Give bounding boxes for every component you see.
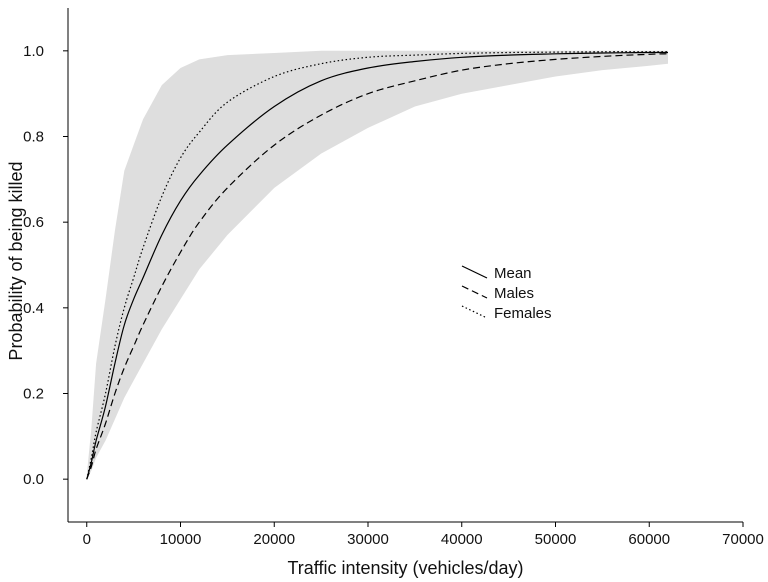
y-tick-label: 1.0 (23, 43, 44, 60)
legend: Mean Males Females (461, 265, 552, 322)
axes-layer: 0 10000 20000 30000 40000 50000 60000 70000 0.0 0… (23, 8, 764, 548)
legend-swatch-males (461, 285, 488, 299)
confidence-band (86, 50, 669, 480)
x-tick-label: 50000 (535, 531, 577, 548)
legend-label-females: Females (494, 305, 552, 322)
y-tick-label: 0.0 (23, 471, 44, 488)
y-tick-label: 0.4 (23, 300, 44, 317)
series-line-mean (86, 51, 668, 480)
x-axis-title: Traffic intensity (vehicles/day) (287, 558, 523, 578)
y-tick-label: 0.8 (23, 129, 44, 146)
x-tick-label: 0 (83, 531, 91, 548)
legend-label-mean: Mean (494, 265, 532, 282)
legend-swatch-mean (461, 265, 488, 279)
x-tick-label: 40000 (441, 531, 483, 548)
legend-swatch-females (461, 305, 488, 319)
confidence-band-layer (86, 50, 669, 480)
series-layer (86, 51, 669, 480)
x-tick-label: 60000 (628, 531, 670, 548)
x-tick-label: 70000 (722, 531, 764, 548)
y-tick-label: 0.2 (23, 386, 44, 403)
x-tick-label: 30000 (347, 531, 389, 548)
series-line-males (86, 53, 669, 480)
y-tick-label: 0.6 (23, 214, 44, 231)
x-tick-label: 20000 (253, 531, 295, 548)
y-axis-title: Probability of being killed (6, 161, 26, 360)
x-tick-label: 10000 (160, 531, 202, 548)
legend-label-males: Males (494, 285, 534, 302)
